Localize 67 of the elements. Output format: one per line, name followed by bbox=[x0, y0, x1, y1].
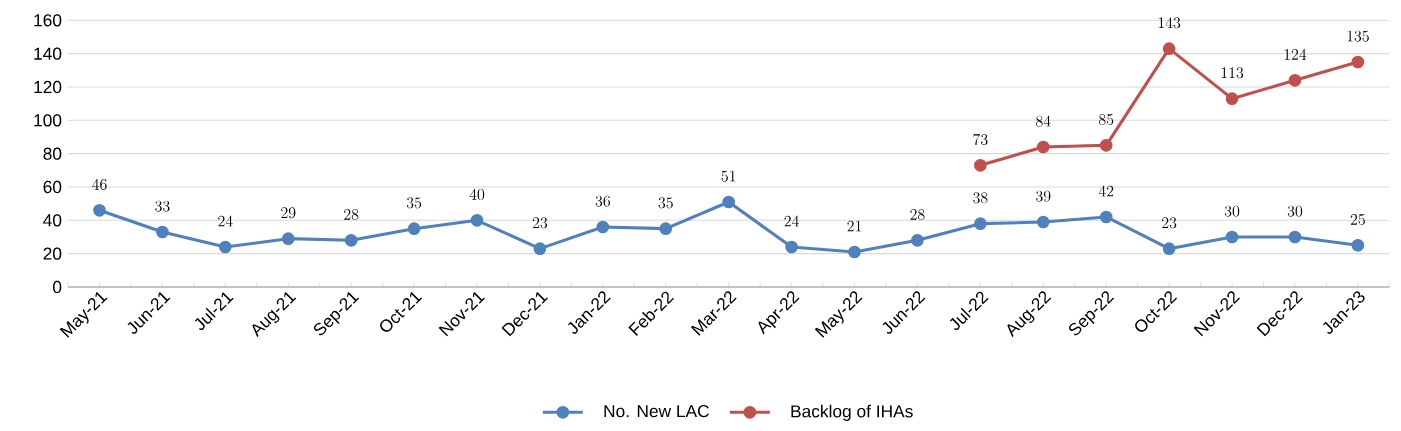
point bbox=[974, 158, 987, 172]
data-label: 24 bbox=[218, 215, 233, 227]
point bbox=[1036, 215, 1050, 229]
y-tick-label: 60 bbox=[43, 180, 62, 194]
y-tick-label: 40 bbox=[43, 214, 62, 227]
data-label: 113 bbox=[1221, 67, 1244, 79]
point bbox=[407, 222, 421, 235]
y-tick-label: 80 bbox=[43, 147, 62, 160]
y-tick-label: 160 bbox=[34, 14, 62, 27]
data-label: 35 bbox=[658, 197, 673, 209]
data-label: 85 bbox=[1099, 114, 1114, 126]
data-label: 46 bbox=[92, 178, 107, 191]
data-label: 33 bbox=[155, 200, 170, 212]
data-label: 135 bbox=[1347, 30, 1369, 42]
data-label: 30 bbox=[1224, 205, 1240, 217]
point bbox=[533, 242, 547, 255]
point bbox=[281, 232, 295, 245]
data-label: 29 bbox=[281, 207, 296, 219]
point bbox=[659, 222, 673, 235]
point bbox=[470, 213, 484, 227]
point bbox=[1351, 55, 1365, 69]
point bbox=[1099, 210, 1113, 224]
point bbox=[974, 217, 987, 230]
data-label: 28 bbox=[344, 209, 359, 221]
point bbox=[93, 203, 106, 217]
data-label: 39 bbox=[1036, 190, 1051, 202]
data-label: 51 bbox=[721, 170, 736, 182]
point bbox=[1288, 230, 1302, 244]
point bbox=[1162, 42, 1176, 55]
y-tick-label: 100 bbox=[34, 114, 62, 127]
point bbox=[911, 233, 924, 247]
data-label: 36 bbox=[595, 195, 610, 207]
point bbox=[722, 195, 736, 209]
point bbox=[1162, 242, 1176, 255]
y-tick-label: 20 bbox=[43, 247, 62, 260]
point bbox=[1225, 92, 1239, 105]
y-tick-label: 140 bbox=[34, 47, 62, 60]
data-label: 42 bbox=[1098, 185, 1114, 197]
data-label: 38 bbox=[973, 192, 988, 204]
y-tick-label: 0 bbox=[53, 280, 62, 294]
point bbox=[156, 225, 169, 239]
data-label: 24 bbox=[784, 215, 799, 227]
legend-label: No. New LAC bbox=[604, 404, 709, 418]
data-label: 25 bbox=[1350, 214, 1365, 226]
data-label: 23 bbox=[532, 217, 548, 229]
point bbox=[848, 245, 861, 259]
data-label: 30 bbox=[1287, 205, 1303, 217]
data-label: 40 bbox=[469, 188, 485, 201]
data-label: 143 bbox=[1158, 17, 1181, 29]
point bbox=[218, 240, 232, 254]
point bbox=[1225, 230, 1239, 244]
point bbox=[1351, 238, 1365, 252]
point bbox=[1288, 73, 1302, 87]
point bbox=[785, 240, 798, 254]
point bbox=[1099, 138, 1113, 152]
point bbox=[344, 233, 358, 247]
data-label: 124 bbox=[1284, 48, 1307, 60]
data-label: 84 bbox=[1036, 115, 1051, 127]
y-tick-label: 120 bbox=[34, 80, 62, 94]
data-label: 73 bbox=[973, 133, 988, 146]
data-label: 35 bbox=[406, 197, 422, 209]
legend-label: Backlog of IHAs bbox=[791, 404, 913, 421]
data-label: 28 bbox=[910, 209, 925, 221]
data-label: 23 bbox=[1162, 217, 1177, 229]
data-label: 21 bbox=[847, 220, 862, 232]
point bbox=[596, 220, 610, 234]
point bbox=[1036, 140, 1050, 154]
